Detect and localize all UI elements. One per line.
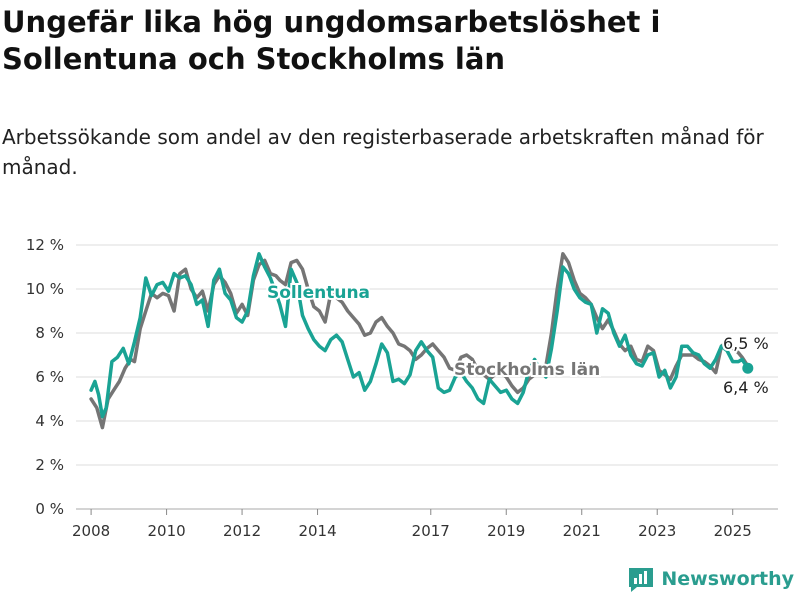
- series-label-sollentuna: Sollentuna: [267, 283, 370, 303]
- chart-subtitle: Arbetssökande som andel av den registerb…: [2, 125, 764, 179]
- x-tick-label: 2017: [412, 522, 450, 540]
- x-tick-label: 2014: [298, 522, 336, 540]
- newsworthy-logo-icon: [629, 568, 654, 592]
- y-tick-label: 10 %: [26, 280, 64, 298]
- gridlines: [76, 244, 778, 510]
- x-tick-label: 2021: [563, 522, 601, 540]
- brand-name: Newsworthy: [661, 568, 794, 590]
- x-tick-label: 2023: [638, 522, 676, 540]
- y-tick-label: 4 %: [35, 412, 64, 430]
- series-line-stockholm: [89, 252, 750, 430]
- y-tick-label: 12 %: [26, 236, 64, 254]
- y-axis-ticks: 0 % 2 % 4 % 6 % 8 % 10 % 12 %: [26, 236, 64, 518]
- y-tick-label: 0 %: [35, 500, 64, 518]
- x-tick-label: 2008: [72, 522, 110, 540]
- series-label-stockholm: Stockholms län: [454, 360, 600, 380]
- x-axis-ticks: 2008 2010 2012 2014 2017 2019 2021 2023 2025: [72, 509, 752, 540]
- x-tick-label: 2012: [223, 522, 261, 540]
- x-tick-label: 2019: [487, 522, 525, 540]
- x-tick-label: 2025: [714, 522, 752, 540]
- series-line-sollentuna: [89, 252, 750, 419]
- end-value-label-sollentuna: 6,4 %: [723, 378, 769, 397]
- chart-title: Ungefär lika hög ungdomsarbetslöshet i S…: [2, 5, 661, 76]
- y-tick-label: 2 %: [35, 456, 64, 474]
- end-value-label-stockholm: 6,5 %: [723, 334, 769, 353]
- series-lines: [89, 252, 754, 430]
- sollentuna-end-marker: [742, 362, 754, 374]
- series-labels: Stockholms län 6,5 % Sollentuna 6,4 %: [265, 281, 771, 399]
- x-tick-label: 2010: [147, 522, 185, 540]
- y-tick-label: 8 %: [35, 324, 64, 342]
- y-tick-label: 6 %: [35, 368, 64, 386]
- brand-logo: Newsworthy: [627, 564, 794, 594]
